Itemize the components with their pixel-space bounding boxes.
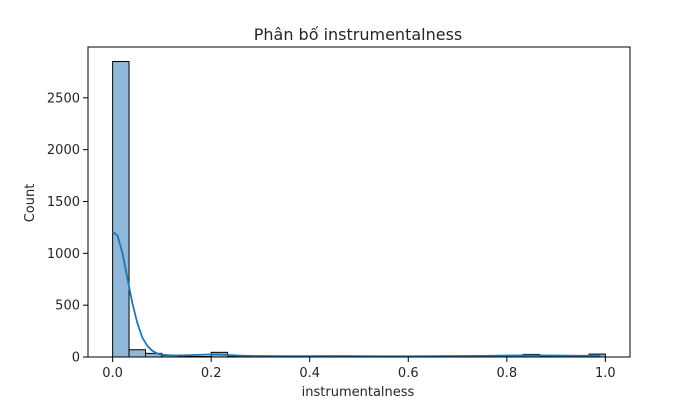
x-axis-title: instrumentalness (302, 385, 415, 400)
y-tick-label: 1500 (47, 195, 80, 210)
x-tick-label: 1.0 (595, 366, 616, 381)
histogram-bar (112, 61, 130, 358)
x-tick-label: 0.2 (201, 366, 222, 381)
histogram-bar (128, 349, 147, 358)
kde-curve-group (112, 230, 601, 358)
histogram-bars (112, 61, 606, 358)
x-tick-label: 0.4 (299, 366, 320, 381)
plot-frame (87, 46, 631, 358)
x-tick-label: 0.0 (102, 366, 123, 381)
y-tick-label: 1000 (47, 247, 80, 262)
x-tick-label: 0.6 (398, 366, 419, 381)
y-tick-label: 2500 (47, 91, 80, 106)
axes-frame (87, 46, 631, 358)
y-axis-ticks: 0 500 1000 1500 2000 2500 (47, 91, 88, 366)
chart-title: Phân bố instrumentalness (254, 25, 463, 44)
x-tick-label: 0.8 (496, 366, 517, 381)
y-tick-label: 500 (55, 299, 80, 314)
kde-line (112, 230, 601, 358)
x-axis-ticks: 0.0 0.2 0.4 0.6 0.8 1.0 (102, 357, 616, 381)
y-tick-label: 0 (72, 351, 80, 366)
y-tick-label: 2000 (47, 143, 80, 158)
y-axis-title: Count (23, 184, 38, 223)
